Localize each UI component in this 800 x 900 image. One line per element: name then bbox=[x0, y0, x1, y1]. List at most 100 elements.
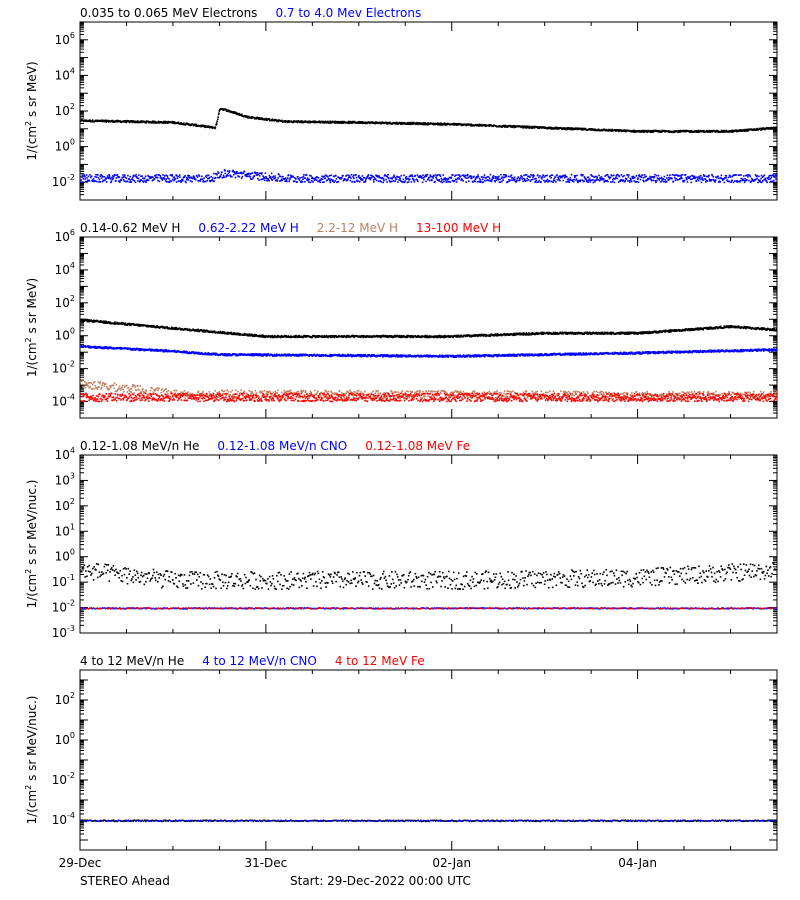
data-point bbox=[508, 180, 511, 182]
data-point bbox=[419, 122, 421, 124]
data-point bbox=[680, 176, 682, 178]
data-point bbox=[575, 178, 578, 180]
data-point bbox=[678, 330, 681, 332]
data-point bbox=[605, 332, 607, 335]
data-point bbox=[446, 178, 448, 180]
data-point bbox=[82, 320, 84, 322]
data-point bbox=[690, 130, 693, 132]
data-point bbox=[462, 180, 464, 182]
data-point bbox=[774, 176, 776, 178]
data-point bbox=[596, 332, 598, 334]
data-point bbox=[277, 120, 280, 123]
data-point bbox=[525, 126, 528, 129]
data-point bbox=[129, 179, 132, 181]
data-point bbox=[449, 176, 451, 179]
data-point bbox=[205, 175, 207, 177]
data-point bbox=[236, 112, 239, 115]
data-point bbox=[510, 179, 512, 181]
data-point bbox=[458, 174, 461, 176]
data-point bbox=[454, 178, 457, 181]
data-point bbox=[379, 180, 382, 182]
data-point bbox=[106, 177, 108, 179]
data-point bbox=[676, 174, 678, 176]
data-point bbox=[724, 177, 726, 179]
data-point bbox=[606, 331, 609, 334]
data-point bbox=[187, 174, 189, 177]
data-point bbox=[497, 178, 500, 181]
data-point bbox=[224, 169, 226, 172]
data-point bbox=[106, 175, 109, 177]
data-point bbox=[204, 329, 207, 332]
data-point bbox=[681, 329, 683, 332]
data-point bbox=[630, 179, 632, 181]
data-point bbox=[204, 331, 206, 333]
data-point bbox=[481, 176, 483, 179]
data-point bbox=[105, 178, 107, 180]
data-point bbox=[532, 174, 535, 176]
data-point bbox=[317, 177, 320, 179]
data-point bbox=[428, 176, 431, 179]
data-point bbox=[237, 332, 239, 335]
data-point bbox=[659, 181, 662, 183]
data-point bbox=[638, 129, 641, 132]
data-point bbox=[722, 179, 724, 181]
data-point bbox=[261, 117, 263, 119]
data-point bbox=[709, 130, 711, 132]
data-point bbox=[179, 176, 181, 178]
data-point bbox=[598, 180, 601, 182]
data-point bbox=[101, 175, 103, 177]
data-point bbox=[347, 122, 349, 124]
data-point bbox=[396, 176, 399, 178]
data-point bbox=[729, 174, 731, 177]
data-point bbox=[171, 326, 173, 329]
data-point bbox=[224, 172, 227, 175]
data-point bbox=[138, 323, 140, 326]
data-point bbox=[343, 179, 345, 181]
data-point bbox=[748, 174, 751, 176]
data-point bbox=[280, 336, 282, 339]
data-point bbox=[419, 175, 422, 177]
data-point bbox=[310, 177, 313, 180]
data-point bbox=[638, 131, 640, 133]
data-point bbox=[163, 120, 165, 123]
data-point bbox=[722, 131, 725, 133]
data-point bbox=[367, 174, 370, 176]
data-point bbox=[536, 181, 538, 184]
data-point bbox=[140, 175, 142, 177]
data-point bbox=[439, 122, 442, 125]
data-point bbox=[610, 181, 612, 183]
data-point bbox=[482, 178, 484, 181]
data-point bbox=[527, 332, 529, 335]
data-point bbox=[323, 334, 325, 337]
data-point bbox=[513, 124, 515, 127]
data-point bbox=[627, 180, 629, 182]
data-point bbox=[639, 175, 641, 178]
data-point bbox=[668, 178, 671, 180]
data-point bbox=[717, 175, 719, 178]
data-point bbox=[287, 335, 290, 337]
data-point bbox=[443, 335, 445, 337]
data-point bbox=[515, 181, 517, 183]
data-point bbox=[326, 334, 328, 337]
data-point bbox=[411, 121, 414, 124]
data-point bbox=[485, 335, 487, 338]
data-point bbox=[198, 175, 201, 177]
data-point bbox=[301, 181, 304, 183]
data-point bbox=[385, 175, 388, 177]
data-point bbox=[568, 181, 571, 184]
data-point bbox=[245, 115, 247, 117]
data-point bbox=[457, 174, 459, 176]
data-point bbox=[225, 176, 227, 178]
data-point bbox=[379, 176, 381, 179]
data-point bbox=[595, 332, 597, 335]
data-point bbox=[756, 129, 758, 131]
data-point bbox=[688, 177, 691, 179]
data-point bbox=[324, 336, 327, 339]
data-point bbox=[158, 122, 161, 124]
data-point bbox=[235, 111, 237, 114]
data-point bbox=[185, 181, 187, 184]
data-point bbox=[562, 333, 564, 335]
data-point bbox=[413, 181, 416, 183]
data-point bbox=[699, 174, 702, 177]
data-point bbox=[686, 181, 689, 183]
